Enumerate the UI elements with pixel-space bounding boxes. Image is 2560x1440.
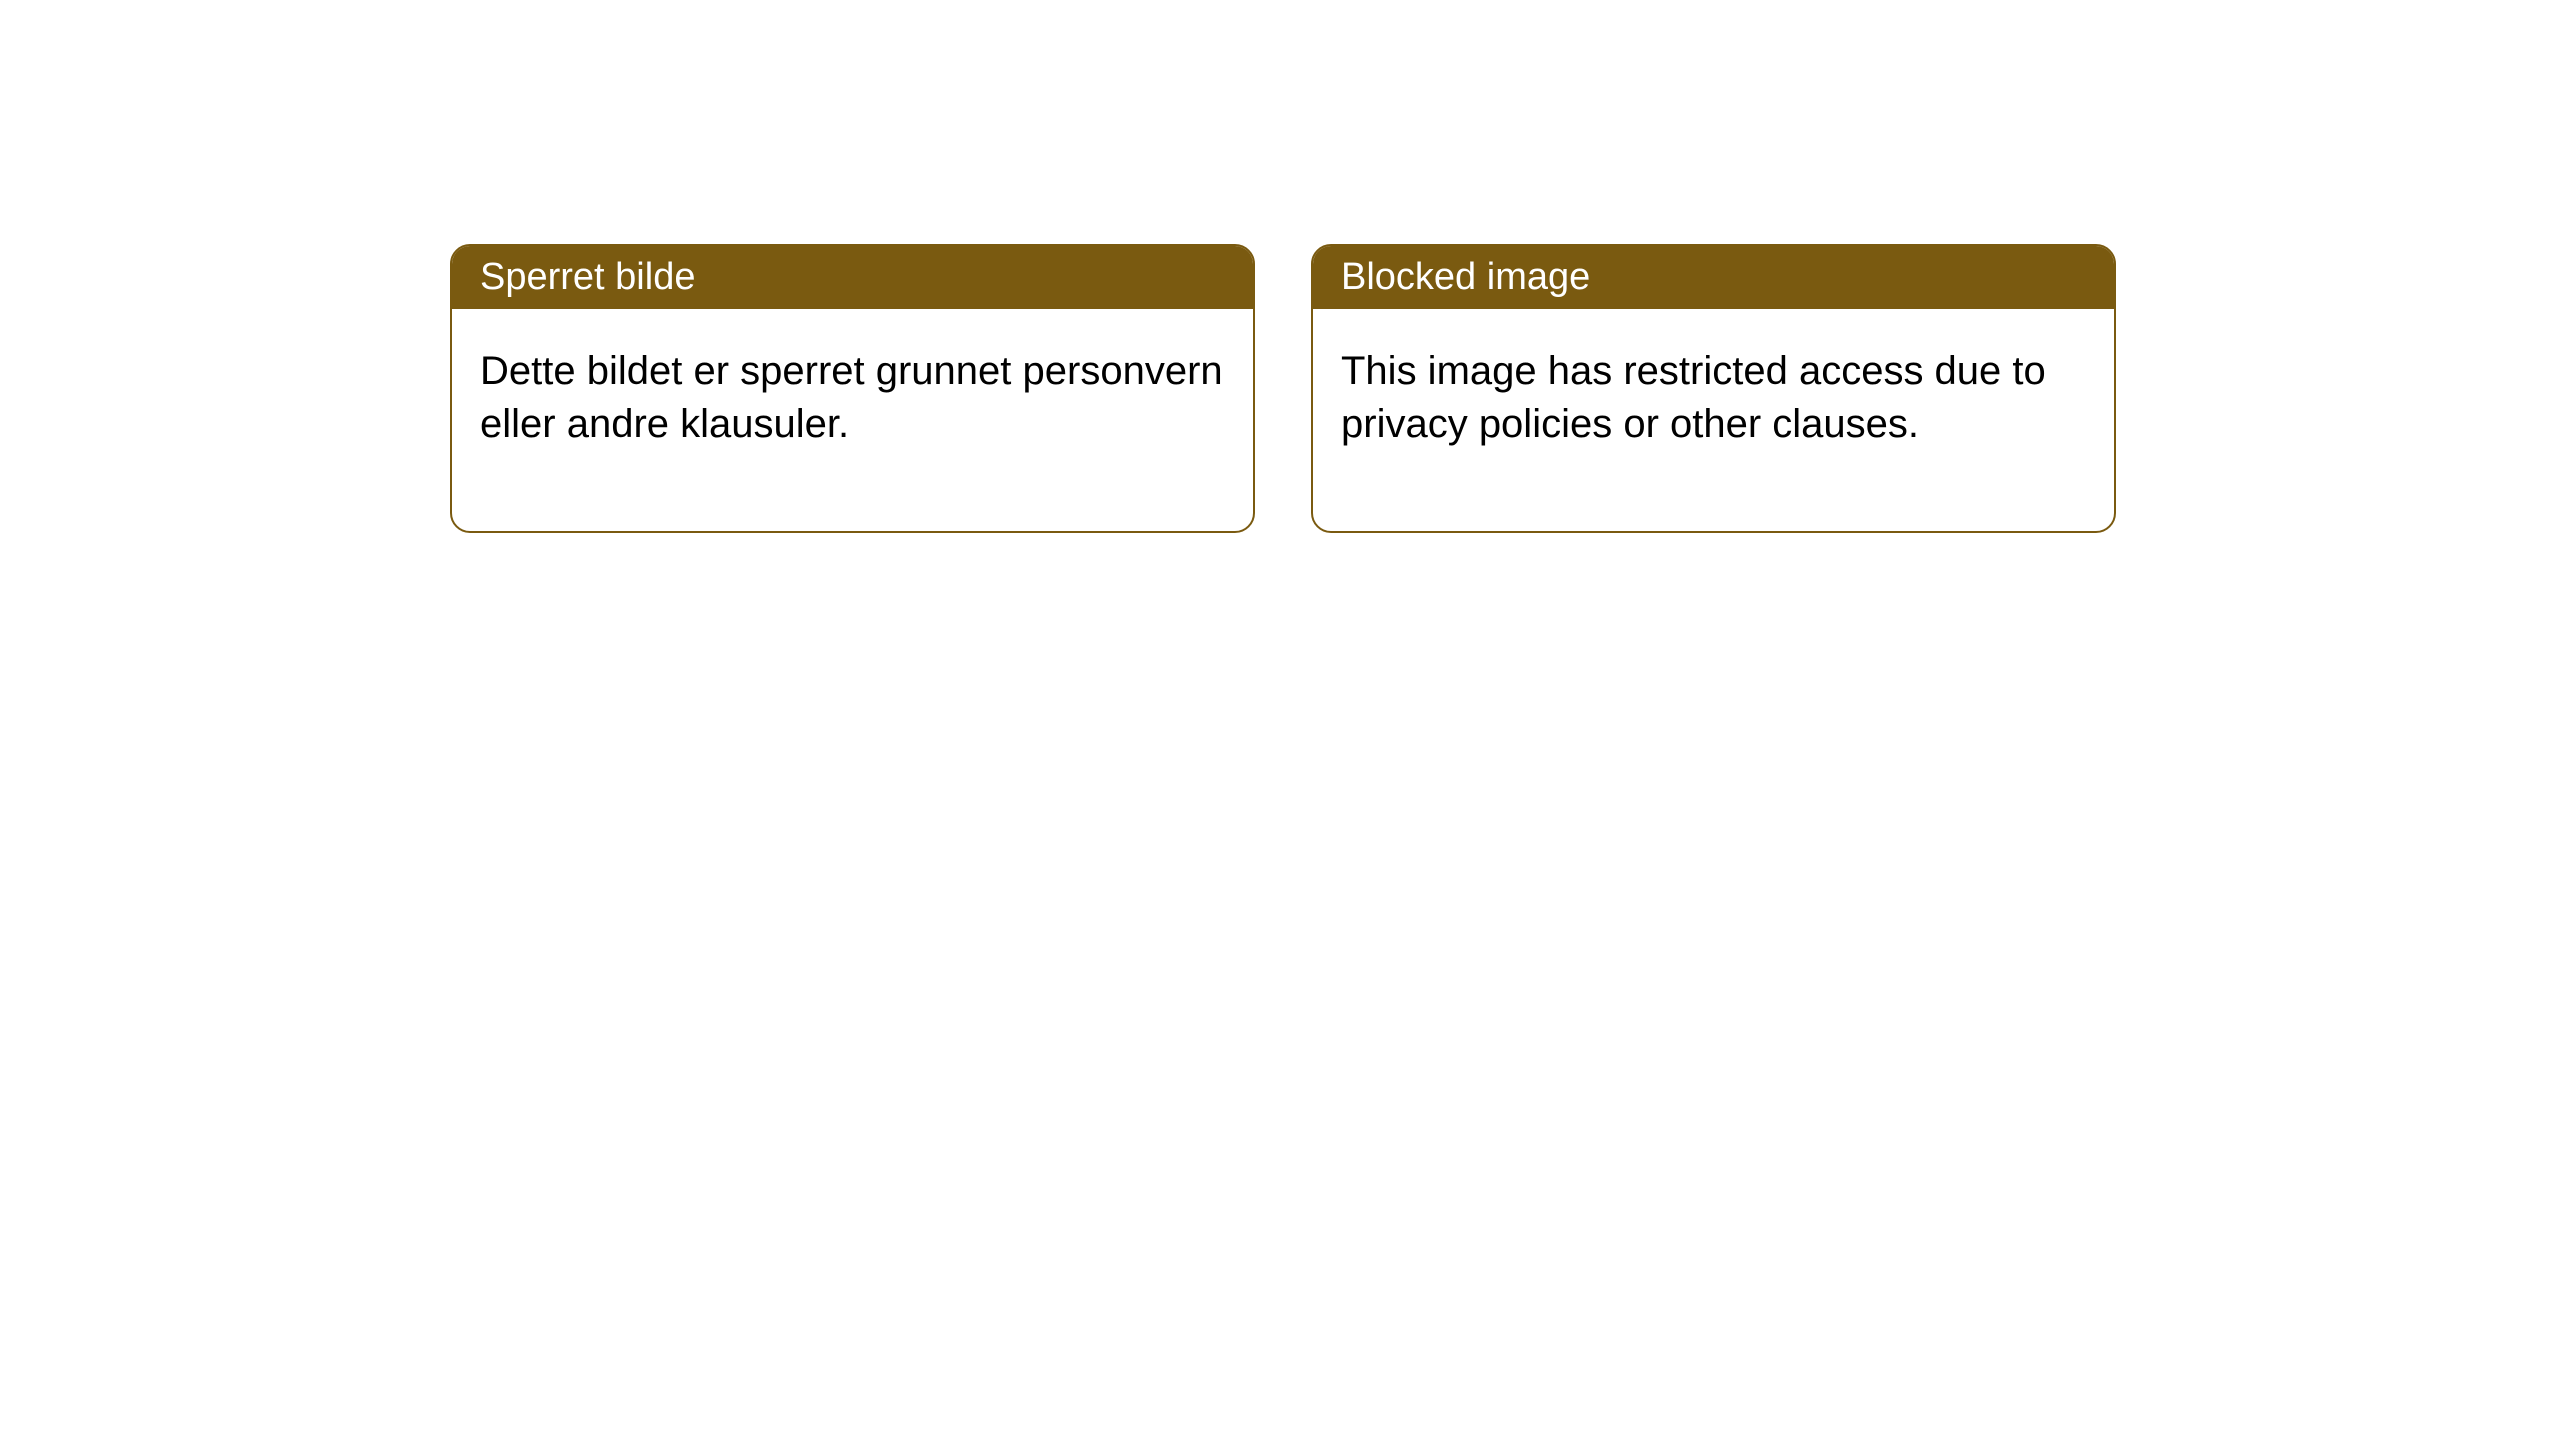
- blocked-image-card-no: Sperret bilde Dette bildet er sperret gr…: [450, 244, 1255, 533]
- card-body: This image has restricted access due to …: [1313, 309, 2114, 531]
- card-header: Blocked image: [1313, 246, 2114, 309]
- card-title: Blocked image: [1341, 256, 1590, 298]
- card-header: Sperret bilde: [452, 246, 1253, 309]
- card-body-text: Dette bildet er sperret grunnet personve…: [480, 349, 1223, 446]
- card-body-text: This image has restricted access due to …: [1341, 349, 2046, 446]
- card-body: Dette bildet er sperret grunnet personve…: [452, 309, 1253, 531]
- cards-container: Sperret bilde Dette bildet er sperret gr…: [0, 0, 2560, 533]
- blocked-image-card-en: Blocked image This image has restricted …: [1311, 244, 2116, 533]
- card-title: Sperret bilde: [480, 256, 695, 298]
